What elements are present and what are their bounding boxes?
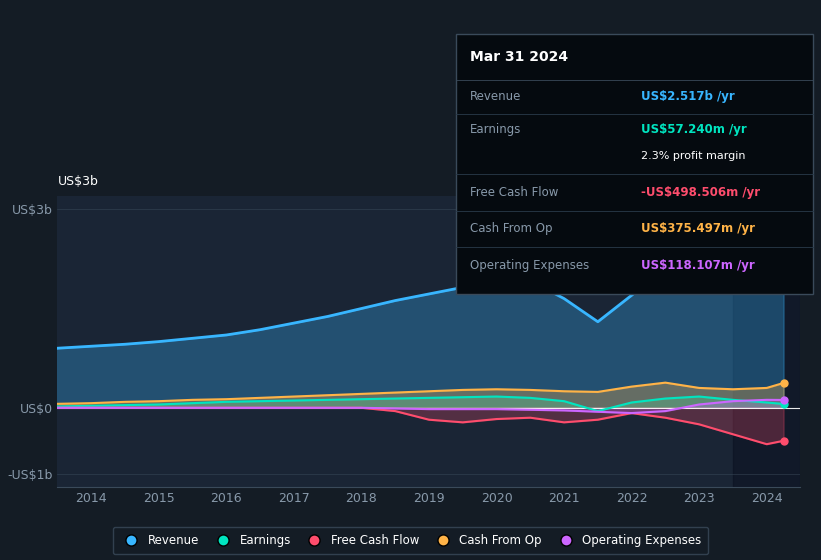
Text: US$375.497m /yr: US$375.497m /yr [641, 222, 755, 235]
Text: -US$498.506m /yr: -US$498.506m /yr [641, 186, 760, 199]
Text: US$57.240m /yr: US$57.240m /yr [641, 123, 747, 137]
Legend: Revenue, Earnings, Free Cash Flow, Cash From Op, Operating Expenses: Revenue, Earnings, Free Cash Flow, Cash … [112, 527, 709, 554]
Text: Free Cash Flow: Free Cash Flow [470, 186, 558, 199]
Text: US$2.517b /yr: US$2.517b /yr [641, 90, 735, 102]
Text: 2.3% profit margin: 2.3% profit margin [641, 151, 745, 161]
Text: Revenue: Revenue [470, 90, 521, 102]
Bar [733, 196, 800, 487]
Text: US$118.107m /yr: US$118.107m /yr [641, 259, 755, 272]
Text: Mar 31 2024: Mar 31 2024 [470, 50, 568, 64]
Text: Operating Expenses: Operating Expenses [470, 259, 589, 272]
Text: US$3b: US$3b [57, 175, 99, 188]
Text: Cash From Op: Cash From Op [470, 222, 553, 235]
Text: Earnings: Earnings [470, 123, 521, 137]
